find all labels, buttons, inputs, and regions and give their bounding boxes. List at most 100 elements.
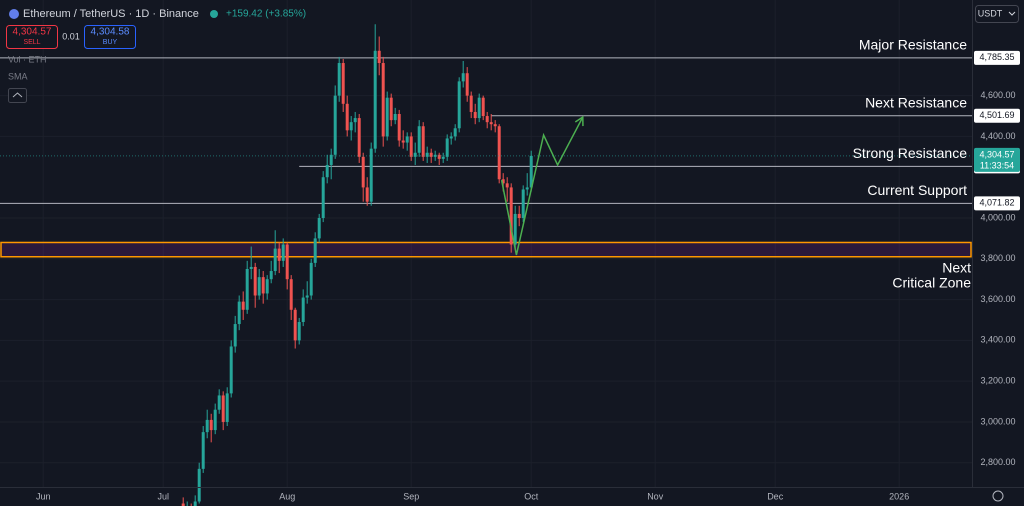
candle-body — [245, 268, 249, 310]
y-tick-label: 3,200.00 — [980, 376, 1015, 386]
candle-body — [417, 126, 421, 153]
sell-price: 4,304.57 — [13, 27, 52, 38]
price-tag-text: 4,071.82 — [979, 198, 1014, 208]
x-tick-label: Jul — [157, 491, 169, 501]
candle-body — [293, 309, 297, 341]
last-price: 4,304.57 — [979, 149, 1014, 159]
currency-button[interactable] — [975, 5, 1019, 23]
candle-body — [181, 503, 185, 506]
candle-body — [401, 140, 405, 143]
candle-body — [201, 432, 205, 469]
candle-body — [473, 111, 477, 119]
candle-body — [493, 124, 497, 127]
candle-body — [489, 122, 493, 125]
candle-body — [229, 346, 233, 394]
indicator[interactable]: SMA — [8, 71, 28, 81]
x-tick-label: Sep — [403, 491, 419, 501]
candle-body — [529, 155, 533, 188]
price-tag — [974, 196, 1020, 211]
candle-body — [521, 189, 525, 219]
y-tick-label: 4,000.00 — [980, 212, 1015, 222]
candle-body — [341, 63, 345, 104]
indicator[interactable]: Vol · ETH — [8, 54, 47, 64]
symbol-icon — [9, 9, 19, 19]
candle-body — [209, 419, 213, 431]
chevron — [1008, 11, 1016, 16]
buy-button[interactable] — [84, 25, 136, 49]
candle-body — [429, 152, 433, 157]
candle-body — [213, 409, 217, 431]
candle-body — [477, 97, 481, 119]
change: +159.42 (+3.85%) — [226, 9, 306, 20]
candle-body — [317, 218, 321, 239]
status-dot — [210, 10, 218, 18]
y-tick-label: 4,600.00 — [980, 90, 1015, 100]
candle-body — [285, 244, 289, 280]
candle-body — [217, 395, 221, 410]
x-tick-label: Nov — [647, 491, 664, 501]
candle-body — [501, 179, 505, 184]
price-tag-text: 4,785.35 — [979, 52, 1014, 62]
x-tick-label: Jun — [36, 491, 51, 501]
candle-body — [469, 95, 473, 112]
candle-body — [497, 126, 501, 180]
last-price-tag — [974, 147, 1020, 172]
candle-body — [225, 393, 229, 422]
candle-body — [457, 81, 461, 129]
chevron — [12, 92, 23, 98]
candle-body — [237, 301, 241, 325]
candle-body — [517, 213, 521, 219]
candle-body — [305, 295, 309, 298]
x-tick-label: Aug — [279, 491, 295, 501]
symbol[interactable]: Ethereum / TetherUS · 1D · Binance — [23, 8, 199, 20]
candle-body — [193, 501, 197, 506]
candle-body — [365, 187, 369, 202]
candle-body — [289, 279, 293, 310]
price-tag — [974, 50, 1020, 65]
candle-body — [465, 73, 469, 96]
sell-label: SELL — [23, 39, 40, 46]
y-tick-label: 3,400.00 — [980, 335, 1015, 345]
candle-body — [441, 156, 445, 159]
candle-body — [409, 136, 413, 157]
y-tick-label: 3,800.00 — [980, 253, 1015, 263]
x-tick-label: 2026 — [889, 491, 909, 501]
candle-body — [353, 118, 357, 123]
candle-body — [481, 97, 485, 117]
candle-body — [205, 419, 209, 433]
critical-zone — [0, 241, 972, 258]
candle-body — [253, 266, 257, 296]
price-tag — [974, 108, 1020, 123]
candle-body — [269, 271, 273, 280]
settings-icon[interactable] — [992, 490, 1004, 502]
collapse-button[interactable] — [8, 88, 27, 103]
candle-body — [197, 468, 201, 502]
zone-label: Next — [942, 259, 971, 275]
candle-body — [325, 164, 329, 178]
candle-body — [437, 154, 441, 159]
candle-body — [397, 114, 401, 141]
sell-button[interactable] — [6, 25, 58, 49]
candle-body — [377, 50, 381, 64]
candle-body — [525, 187, 529, 190]
y-tick-label: 2,800.00 — [980, 457, 1015, 467]
candle-body — [309, 262, 313, 296]
arrow-head — [574, 115, 584, 127]
candle-body — [445, 138, 449, 157]
candle-body — [221, 395, 225, 422]
candle-body — [333, 95, 337, 155]
candle-body — [505, 183, 509, 188]
plot — [0, 24, 972, 506]
candle-body — [449, 136, 453, 139]
candle-body — [249, 266, 253, 269]
candle-body — [357, 118, 361, 157]
level-label: Current Support — [867, 182, 967, 198]
candle-body — [393, 114, 397, 121]
countdown: 11:33:54 — [980, 160, 1014, 170]
candle-body — [461, 73, 465, 82]
y-tick-label: 4,400.00 — [980, 131, 1015, 141]
x-tick-label: Oct — [524, 491, 539, 501]
drawn-path — [500, 116, 584, 256]
spread: 0.01 — [62, 31, 80, 41]
